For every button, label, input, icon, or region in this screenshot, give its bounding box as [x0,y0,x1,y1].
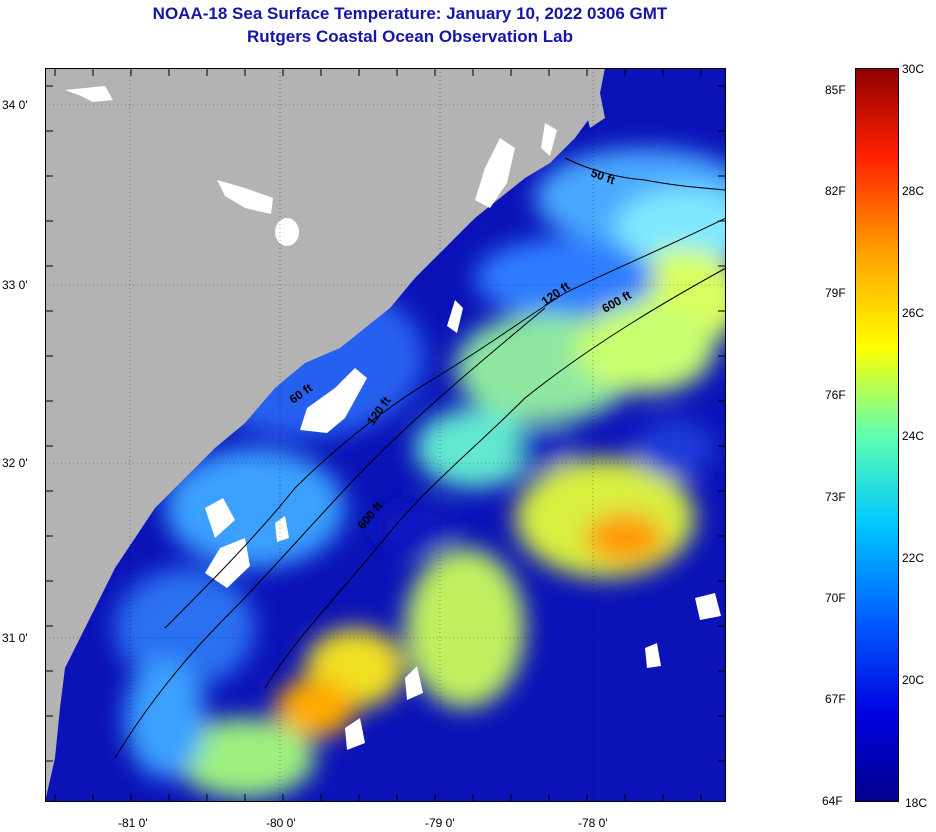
cbar-c-18: 18C [905,796,928,810]
map-title: NOAA-18 Sea Surface Temperature: January… [152,4,668,23]
cbar-c-22: 22C [902,551,925,565]
cbar-f-85: 85F [825,83,846,97]
lon-label-79: -79 0' [425,816,455,830]
cbar-f-79: 79F [825,286,846,300]
lat-label-31: 31 0' [2,631,28,645]
cbar-f-64: 64F [822,794,843,808]
lon-label-78: -78 0' [578,816,608,830]
lat-label-32: 32 0' [2,456,28,470]
cbar-f-76: 76F [825,388,846,402]
cbar-f-73: 73F [825,490,846,504]
temperature-colorbar [855,68,899,802]
land-point [585,68,605,128]
cbar-c-28: 28C [902,184,925,198]
map-subtitle: Rutgers Coastal Ocean Observation Lab [247,27,573,46]
sst-map: 50 ft 60 ft 120 ft 120 ft 600 ft 600 ft [45,68,726,802]
lat-label-33: 33 0' [2,278,28,292]
lat-label-34: 34 0' [2,98,28,112]
map-grid [45,68,726,802]
cloud-mask [65,86,721,750]
sst-patches [115,148,726,798]
cbar-c-24: 24C [902,429,925,443]
lon-label-81: -81 0' [118,816,148,830]
cbar-f-70: 70F [825,591,846,605]
cbar-f-82: 82F [825,184,846,198]
cbar-f-67: 67F [825,692,846,706]
cbar-c-30: 30C [902,62,925,76]
map-ticks [45,68,726,802]
cbar-c-26: 26C [902,306,925,320]
isobath-contours [114,157,726,759]
cbar-c-20: 20C [902,673,925,687]
lon-label-80: -80 0' [266,816,296,830]
land-area [45,68,605,802]
